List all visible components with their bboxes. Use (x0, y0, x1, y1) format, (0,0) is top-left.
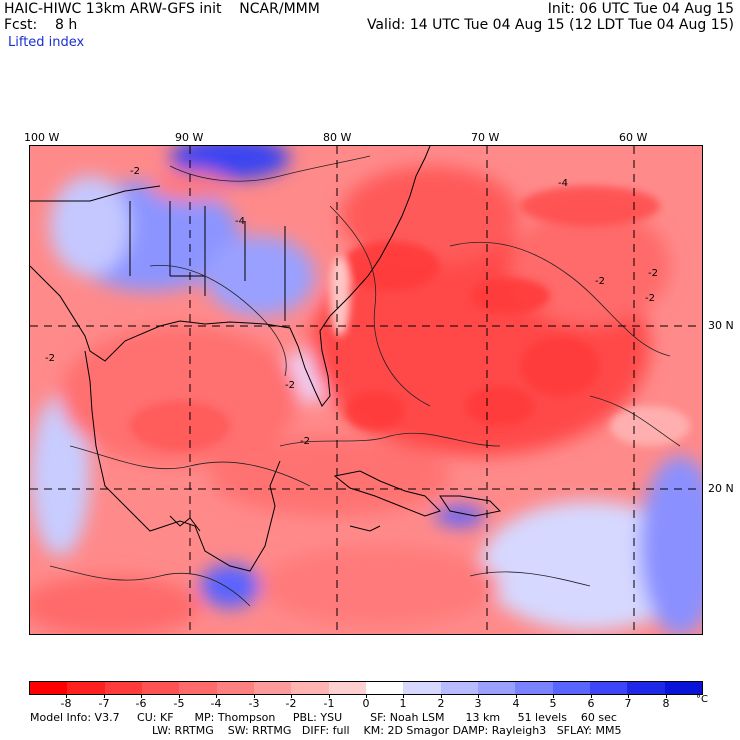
colorbar-tick (666, 695, 667, 698)
colorbar-swatch (30, 682, 68, 694)
colorbar-tick-label: 2 (437, 697, 445, 710)
contour-label: -2 (285, 380, 295, 391)
colorbar-tick-label: 6 (587, 697, 595, 710)
colorbar-swatch (515, 682, 553, 694)
contour-label: -2 (45, 353, 55, 364)
colorbar-tick (553, 695, 554, 698)
contour-label: -2 (130, 166, 140, 177)
lon-label-80w: 80 W (323, 131, 352, 144)
lifted-index-map: -2 -4 -2 -2 -4 -2 -2 -2 -2 (29, 145, 703, 635)
forecast-hour: Fcst: 8 h (4, 17, 78, 33)
init-time: Init: 06 UTC Tue 04 Aug 15 (547, 1, 734, 17)
contour-label: -2 (648, 268, 658, 279)
colorbar-tick (104, 695, 105, 698)
colorbar-tick (66, 695, 67, 698)
contour-lines (49, 155, 681, 607)
contour-label: -4 (558, 178, 568, 189)
colorbar-swatch (253, 682, 292, 694)
contour-label: -2 (645, 293, 655, 304)
colorbar-tick-label: 5 (549, 697, 557, 710)
colorbar-swatch (552, 682, 590, 694)
colorbar-swatch (440, 682, 478, 694)
colorbar-tick (441, 695, 442, 698)
colorbar-swatch (403, 682, 441, 694)
map-canvas: -2 -4 -2 -2 -4 -2 -2 -2 -2 (30, 146, 702, 634)
colorbar-swatch (67, 682, 105, 694)
colorbar-tick (591, 695, 592, 698)
colorbar-swatch (291, 682, 329, 694)
colorbar (29, 681, 703, 695)
colorbar-swatch (179, 682, 217, 694)
lat-lon-grid (30, 146, 702, 634)
field-name: Lifted index (8, 35, 85, 50)
colorbar-swatch (365, 682, 404, 694)
plot-title: HAIC-HIWC 13km ARW-GFS init NCAR/MMM (4, 1, 320, 17)
lon-label-100w: 100 W (24, 131, 60, 144)
colorbar-tick (628, 695, 629, 698)
colorbar-swatch (141, 682, 180, 694)
colorbar-tick-label: -6 (135, 697, 147, 710)
colorbar-swatch (664, 682, 702, 694)
field-detail (130, 186, 690, 451)
colorbar-tick (179, 695, 180, 698)
colorbar-swatch (104, 682, 142, 694)
colorbar-tick-label: 8 (662, 697, 670, 710)
coastlines (30, 146, 502, 572)
lat-label-30n: 30 N (708, 319, 734, 332)
colorbar-tick (366, 695, 367, 698)
colorbar-tick-label: 7 (624, 697, 632, 710)
model-info-line1: Model Info: V3.7 CU: KF MP: Thompson PBL… (30, 711, 617, 724)
field-shading (30, 146, 702, 634)
model-info-line2: LW: RRTMG SW: RRTMG DIFF: full KM: 2D Sm… (152, 724, 622, 737)
colorbar-swatch (589, 682, 628, 694)
colorbar-swatch (216, 682, 254, 694)
colorbar-tick (478, 695, 479, 698)
contour-label: -2 (300, 436, 310, 447)
contour-labels: -2 -4 -2 -2 -4 -2 -2 -2 -2 (45, 166, 658, 447)
lon-label-90w: 90 W (175, 131, 204, 144)
colorbar-tick (216, 695, 217, 698)
colorbar-tick (254, 695, 255, 698)
colorbar-tick-label: -5 (173, 697, 185, 710)
lat-label-20n: 20 N (708, 482, 734, 495)
colorbar-swatch (328, 682, 366, 694)
colorbar-tick-label: -2 (285, 697, 297, 710)
colorbar-tick-label: -4 (210, 697, 222, 710)
contour-label: -2 (595, 276, 605, 287)
colorbar-tick (291, 695, 292, 698)
colorbar-tick-label: 1 (399, 697, 407, 710)
lon-label-70w: 70 W (471, 131, 500, 144)
colorbar-tick (403, 695, 404, 698)
colorbar-tick-label: -1 (323, 697, 335, 710)
colorbar-tick-label: -8 (60, 697, 72, 710)
colorbar-swatch (627, 682, 665, 694)
colorbar-unit: °C (696, 694, 708, 705)
colorbar-tick-label: 3 (474, 697, 482, 710)
colorbar-tick (516, 695, 517, 698)
colorbar-tick-label: 0 (362, 697, 370, 710)
colorbar-tick (329, 695, 330, 698)
colorbar-tick-label: -7 (98, 697, 110, 710)
contour-label: -4 (235, 216, 245, 227)
colorbar-tick-label: 4 (512, 697, 520, 710)
colorbar-tick-label: -3 (248, 697, 260, 710)
colorbar-swatch (477, 682, 516, 694)
valid-time: Valid: 14 UTC Tue 04 Aug 15 (12 LDT Tue … (366, 17, 734, 33)
lon-label-60w: 60 W (619, 131, 648, 144)
colorbar-tick (141, 695, 142, 698)
